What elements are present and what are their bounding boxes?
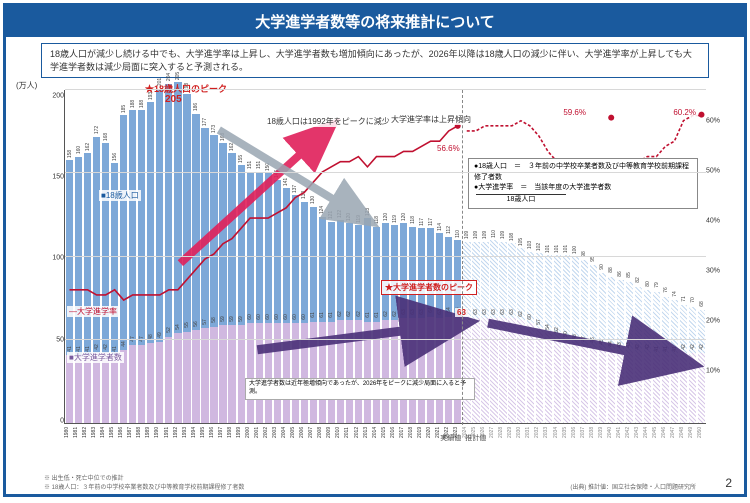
- chart-area: (万人) 050100150200 60%50%40%30%20%10% 158…: [44, 82, 726, 442]
- y-axis-unit: (万人): [16, 80, 37, 91]
- description-box: 18歳人口が減少し続ける中でも、大学進学率は上昇し、大学進学者数も増加傾向にあっ…: [41, 43, 709, 78]
- series-label-rate: ―大学進学率: [67, 306, 119, 317]
- series-label-enr: ■大学進学者数: [67, 352, 124, 363]
- actual-proj-separator: 実績値 推計値: [462, 90, 463, 425]
- footer: ※ 出生低・死亡中位での推計 ※ 18歳人口：３年前の中学校卒業者数及び中等教育…: [44, 473, 726, 491]
- footnote-1: ※ 出生低・死亡中位での推計: [44, 473, 244, 482]
- footnote-2: ※ 18歳人口：３年前の中学校卒業者数及び中等教育学校前期課程修了者数: [44, 482, 244, 491]
- y2-axis: 60%50%40%30%20%10%: [704, 82, 730, 424]
- rate-602: 60.2%: [671, 108, 698, 117]
- bars-container: 1584116041162411724216842156411854418847…: [65, 90, 706, 423]
- peak-pop-value: 205: [165, 94, 182, 105]
- rate-rising-note: 大学進学率は上昇傾向: [389, 114, 473, 125]
- legend-box: ●18歳人口 ＝ ３年前の中学校卒業者数及び中等教育学校前期課程修了者数 ●大学…: [468, 158, 698, 209]
- rate-596: 59.6%: [561, 108, 588, 117]
- legend-rate: ●大学進学率 ＝ 当該年度の大学進学者数 18歳人口: [474, 183, 692, 205]
- x-axis: 1980198119821983198419851986198719881989…: [64, 424, 706, 442]
- page-frame: 大学進学者数等の将来推計について 18歳人口が減少し続ける中でも、大学進学率は上…: [3, 3, 747, 497]
- source-note: (出典) 推計値：国立社会保障・人口問題研究所: [570, 482, 696, 491]
- y-axis: 050100150200: [44, 82, 66, 424]
- page-number: 2: [725, 476, 732, 490]
- series-label-pop: ■18歳人口: [99, 190, 141, 201]
- enrollment-callout: 大学進学者数は近年極増傾向であったが、2026年をピークに減少局面に入ると予測。: [245, 378, 475, 400]
- plot-area: 1584116041162411724216842156411854418847…: [64, 90, 706, 424]
- footer-notes: ※ 出生低・死亡中位での推計 ※ 18歳人口：３年前の中学校卒業者数及び中等教育…: [44, 473, 244, 491]
- pop-decline-note: 18歳人口は1992年をピークに減少: [265, 116, 392, 127]
- rate-566: 56.6%: [435, 144, 462, 153]
- page-title: 大学進学者数等の将来推計について: [6, 6, 744, 37]
